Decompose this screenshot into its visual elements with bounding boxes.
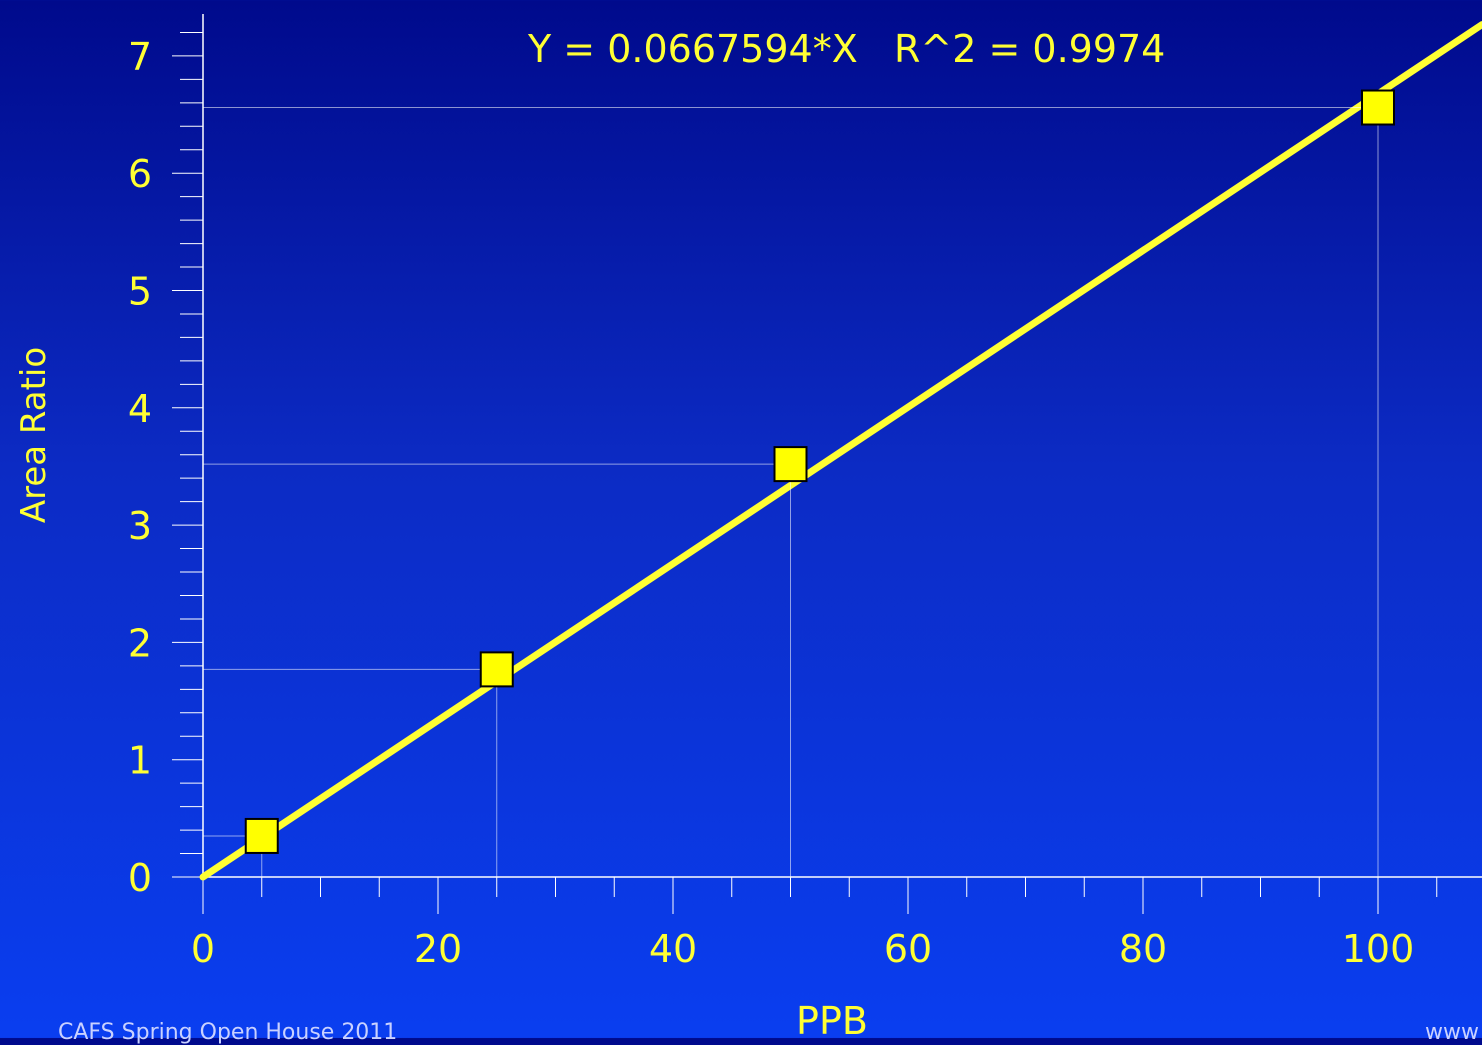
- data-points: [203, 89, 1395, 877]
- ticks: 0 1 2 3 4 5 6 7 0 20 40 60 80 100: [128, 31, 1438, 971]
- y-tick-label: 7: [128, 35, 152, 79]
- x-tick-label: 40: [649, 927, 697, 971]
- y-tick-label: 2: [128, 621, 152, 665]
- y-tick-label: 6: [128, 152, 152, 196]
- data-point-marker: [773, 446, 808, 483]
- y-axis-label: Area Ratio: [14, 347, 54, 523]
- data-point-marker: [244, 817, 279, 854]
- y-tick-label: 4: [128, 387, 152, 431]
- y-tick-label: 5: [128, 270, 152, 314]
- x-tick-label: 0: [191, 927, 215, 971]
- labels: Y = 0.0667594*X R^2 = 0.9974 PPB Area Ra…: [14, 27, 1165, 1038]
- x-tick-label: 60: [884, 927, 932, 971]
- axes: [202, 14, 1482, 878]
- data-point-marker: [1361, 89, 1395, 126]
- y-tick-label: 1: [128, 739, 152, 783]
- footer-right: www: [1425, 1020, 1479, 1045]
- fit-line-group: [199, 21, 1482, 881]
- y-tick-label: 0: [128, 856, 152, 900]
- y-tick-label: 3: [128, 504, 152, 548]
- fit-line: [199, 21, 1482, 881]
- data-point-marker: [479, 651, 514, 688]
- x-tick-label: 80: [1119, 927, 1167, 971]
- equation-annotation: Y = 0.0667594*X R^2 = 0.9974: [527, 27, 1165, 71]
- x-tick-label: 100: [1342, 927, 1415, 971]
- x-axis-label: PPB: [796, 999, 868, 1038]
- x-tick-label: 20: [414, 927, 462, 971]
- footer-left: CAFS Spring Open House 2011: [58, 1020, 398, 1045]
